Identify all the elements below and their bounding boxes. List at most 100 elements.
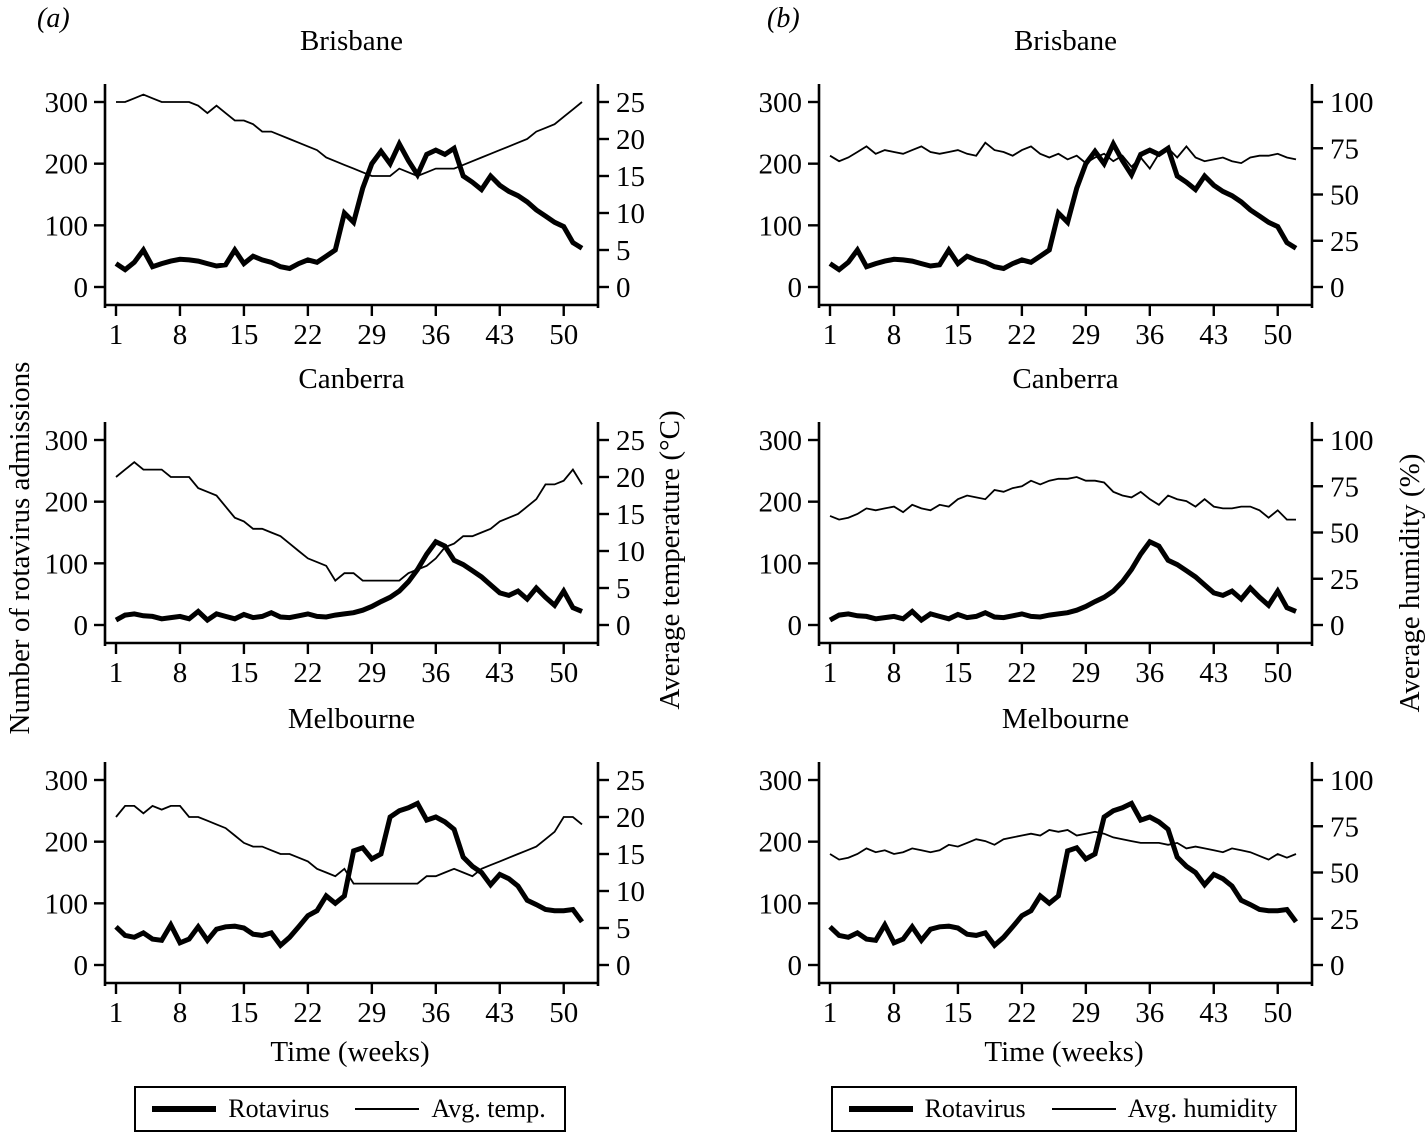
x-tick-label: 50 [549, 997, 578, 1029]
rotavirus-line [114, 138, 584, 273]
x-tick-label: 1 [823, 657, 838, 689]
x-tick-label: 22 [293, 319, 322, 351]
avg-temp-line-key [355, 1108, 420, 1110]
y-left-tick-label: 300 [759, 425, 803, 457]
x-tick-label: 29 [1071, 319, 1100, 351]
legend-a-rotavirus-label: Rotavirus [228, 1094, 330, 1123]
y-right-tick-label: 50 [1330, 858, 1359, 890]
x-tick-label: 22 [293, 997, 322, 1029]
chart-canberra-temperature: Canberra 0 100 200 300 0 5 10 15 20 25 1 8 15 22 29 36 43… [45, 363, 646, 689]
x-tick-label: 15 [229, 657, 258, 689]
x-tick-label: 43 [485, 319, 514, 351]
x-tick-label: 22 [1007, 997, 1036, 1029]
x-tick-label: 36 [1135, 997, 1164, 1029]
secondary-line [115, 461, 583, 582]
x-tick-label: 8 [887, 997, 902, 1029]
x-tick-label: 22 [293, 657, 322, 689]
chart-title: Melbourne [1002, 703, 1129, 735]
y-right-tick-label: 0 [1330, 950, 1345, 982]
y-left-tick-label: 100 [759, 888, 803, 920]
x-tick-label: 8 [173, 319, 188, 351]
panel-a-column: Brisbane 0 100 200 300 0 5 10 15 20 25 1 8 15 22 29 36 43… [0, 25, 700, 1132]
x-tick-label: 36 [421, 657, 450, 689]
y-right-tick-label: 15 [616, 839, 645, 871]
x-tick-label: 43 [485, 997, 514, 1029]
x-tick-label: 50 [549, 657, 578, 689]
y-left-tick-label: 200 [45, 149, 89, 181]
y-right-tick-label: 10 [616, 198, 645, 230]
x-tick-label: 15 [943, 997, 972, 1029]
legend-a-box: Rotavirus Avg. temp. [134, 1086, 566, 1132]
y-left-tick-label: 200 [759, 149, 803, 181]
rotavirus-line [828, 138, 1298, 273]
chart-title: Brisbane [300, 25, 403, 57]
chart-title: Canberra [1012, 363, 1118, 395]
legend-b-humidity-label: Avg. humidity [1127, 1094, 1278, 1123]
y-left-tick-label: 300 [45, 87, 89, 119]
x-tick-label: 36 [1135, 657, 1164, 689]
y-right-tick-label: 75 [1330, 811, 1359, 843]
y-left-tick-label: 300 [45, 765, 89, 797]
y-right-tick-label: 10 [616, 876, 645, 908]
y-left-tick-label: 0 [74, 610, 89, 642]
y-right-tick-label: 20 [616, 124, 645, 156]
x-tick-label: 1 [109, 319, 124, 351]
y-left-tick-label: 0 [74, 950, 89, 982]
x-tick-label: 43 [1199, 997, 1228, 1029]
x-tick-label: 8 [887, 319, 902, 351]
rotavirus-line-key [152, 1106, 217, 1112]
y-right-tick-label: 20 [616, 802, 645, 834]
x-tick-label: 1 [109, 657, 124, 689]
y-left-tick-label: 200 [759, 827, 803, 859]
x-tick-label: 50 [1263, 657, 1292, 689]
y-right-tick-label: 5 [616, 235, 631, 267]
x-tick-label: 15 [229, 319, 258, 351]
x-tick-label: 22 [1007, 657, 1036, 689]
x-tick-label: 36 [421, 997, 450, 1029]
y-left-tick-label: 200 [45, 827, 89, 859]
y-left-tick-label: 100 [45, 888, 89, 920]
secondary-line [829, 476, 1296, 521]
x-tick-label: 8 [173, 657, 188, 689]
x-tick-label: 50 [1263, 319, 1292, 351]
x-tick-label: 15 [943, 319, 972, 351]
y-right-tick-label: 25 [616, 765, 645, 797]
x-tick-label: 29 [357, 319, 386, 351]
x-tick-label: 15 [229, 997, 258, 1029]
x-tick-label: 22 [1007, 319, 1036, 351]
x-tick-label: 50 [549, 319, 578, 351]
y-left-tick-label: 0 [788, 272, 803, 304]
x-tick-label: 8 [887, 657, 902, 689]
y-right-tick-label: 25 [616, 87, 645, 119]
x-tick-label: 29 [1071, 657, 1100, 689]
chart-canberra-humidity: Canberra 0 100 200 300 0 25 50 75 100 1 8 15 22 29 36 43… [759, 363, 1374, 689]
x-tick-label: 1 [823, 319, 838, 351]
y-right-tick-label: 75 [1330, 133, 1359, 165]
x-tick-label: 29 [357, 657, 386, 689]
y-left-tick-label: 300 [45, 425, 89, 457]
y-left-tick-label: 200 [759, 487, 803, 519]
legend-a-temp-label: Avg. temp. [431, 1094, 546, 1123]
x-tick-label: 8 [173, 997, 188, 1029]
y-left-tick-label: 0 [74, 272, 89, 304]
chart-brisbane-humidity: Brisbane 0 100 200 300 0 25 50 75 100 1 8 15 22 29 36 43… [759, 25, 1374, 351]
x-tick-label: 43 [1199, 657, 1228, 689]
x-tick-label: 36 [421, 319, 450, 351]
x-tick-label: 50 [1263, 997, 1292, 1029]
chart-title: Melbourne [288, 703, 415, 735]
x-tick-label: 1 [109, 997, 124, 1029]
y-left-tick-label: 100 [45, 210, 89, 242]
rotavirus-line [828, 800, 1299, 949]
x-tick-label: 29 [1071, 997, 1100, 1029]
legend-a: Rotavirus Avg. temp. [0, 1086, 700, 1132]
y-right-tick-label: 50 [1330, 180, 1359, 212]
y-left-tick-label: 0 [788, 610, 803, 642]
rotavirus-line [114, 538, 583, 624]
y-right-tick-label: 100 [1330, 425, 1374, 457]
y-right-tick-label: 15 [616, 161, 645, 193]
y-left-tick-label: 300 [759, 765, 803, 797]
chart-brisbane-temperature: Brisbane 0 100 200 300 0 5 10 15 20 25 1 8 15 22 29 36 43… [45, 25, 646, 351]
y-left-tick-label: 200 [45, 487, 89, 519]
legend-b-rotavirus-label: Rotavirus [924, 1094, 1026, 1123]
